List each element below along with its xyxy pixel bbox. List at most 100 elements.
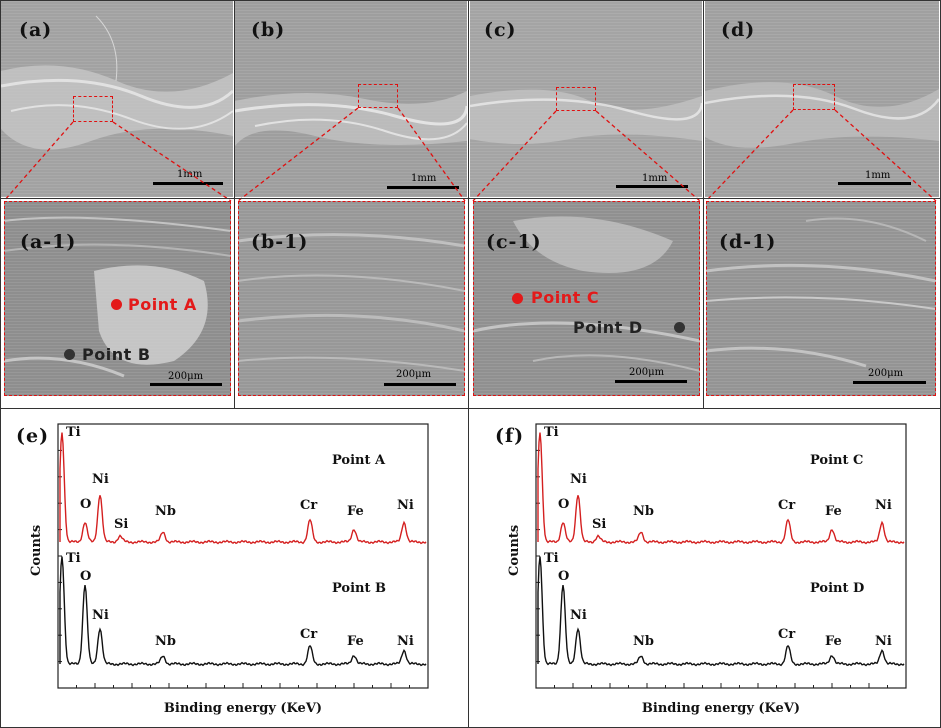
peak-label: Cr <box>778 627 795 642</box>
sem-image-c1 <box>473 201 700 396</box>
spectrum-trace-bottom <box>537 556 905 667</box>
peak-label: Ti <box>66 551 81 566</box>
peak-label: Cr <box>778 498 795 513</box>
peak-label: Nb <box>155 504 176 519</box>
scale-bar-a1 <box>150 383 222 386</box>
point-d-marker <box>674 322 685 333</box>
peak-label: Si <box>592 517 606 532</box>
y-axis-title: Counts <box>507 525 522 576</box>
panel-label-c: (c) <box>484 19 517 41</box>
peak-label: Ni <box>397 634 414 649</box>
series-name-bottom: Point B <box>332 581 386 596</box>
peak-label: Cr <box>300 627 317 642</box>
scale-text-a: 1mm <box>177 169 203 180</box>
peak-label: Ti <box>544 551 559 566</box>
sem-panel-d1: (d-1) 200μm <box>706 201 936 396</box>
panel-label-f: (f) <box>495 425 525 447</box>
point-b-label: Point B <box>82 345 151 364</box>
scale-text-b: 1mm <box>411 173 437 184</box>
point-c-marker <box>512 293 523 304</box>
peak-label: Cr <box>300 498 317 513</box>
scale-text-d1: 200μm <box>868 368 904 379</box>
panel-label-b: (b) <box>251 19 286 41</box>
peak-label: O <box>80 497 91 512</box>
peak-label: Ni <box>570 472 587 487</box>
scale-bar-a <box>153 182 223 185</box>
panel-label-b1: (b-1) <box>251 231 309 253</box>
peak-label: Si <box>114 517 128 532</box>
peak-label: Ni <box>92 472 109 487</box>
zoom-region-c <box>556 87 596 111</box>
separator-vertical-3 <box>703 1 704 409</box>
scale-bar-d <box>838 182 911 185</box>
peak-label: O <box>558 497 569 512</box>
peak-label: Nb <box>155 634 176 649</box>
peak-label: Ni <box>875 634 892 649</box>
peak-label: Fe <box>825 634 842 649</box>
y-axis-title: Counts <box>29 525 44 576</box>
peak-label: Fe <box>347 504 364 519</box>
scale-text-a1: 200μm <box>168 371 204 382</box>
spectrum-trace-top <box>59 432 427 545</box>
peak-label: Ni <box>92 608 109 623</box>
scale-text-d: 1mm <box>865 170 891 181</box>
separator-horizontal-1 <box>1 198 940 199</box>
scale-bar-c1 <box>615 380 687 383</box>
peak-label: Ti <box>544 425 559 440</box>
series-name-top: Point C <box>810 453 863 468</box>
separator-vertical-1 <box>234 1 235 409</box>
sem-panel-b: (b) 1mm <box>235 1 467 197</box>
peak-label: Ti <box>66 425 81 440</box>
scale-text-c: 1mm <box>642 173 668 184</box>
point-b-marker <box>64 349 75 360</box>
x-axis-title: Binding energy (KeV) <box>642 701 800 716</box>
zoom-frame-d1 <box>706 201 936 396</box>
scale-bar-b <box>387 186 459 189</box>
separator-horizontal-2 <box>1 408 940 409</box>
scale-bar-d1 <box>853 381 926 384</box>
peak-label: Nb <box>633 634 654 649</box>
spectrum-trace-bottom <box>59 556 427 667</box>
panel-label-d: (d) <box>721 19 756 41</box>
peak-label: O <box>558 569 569 584</box>
scale-bar-c <box>616 185 688 188</box>
peak-label: Fe <box>347 634 364 649</box>
x-axis-title: Binding energy (KeV) <box>164 701 322 716</box>
point-d-label: Point D <box>573 318 643 337</box>
peak-label: Nb <box>633 504 654 519</box>
sem-panel-c1: (c-1) Point C Point D 200μm <box>473 201 700 396</box>
scale-text-b1: 200μm <box>396 369 432 380</box>
series-name-top: Point A <box>332 453 386 468</box>
scale-bar-b1 <box>384 383 456 386</box>
panel-label-a1: (a-1) <box>20 231 77 253</box>
zoom-frame-c1 <box>473 201 700 396</box>
zoom-region-a <box>73 96 113 122</box>
peak-label: Ni <box>397 498 414 513</box>
separator-vertical-2 <box>468 1 469 727</box>
panel-label-e: (e) <box>16 425 50 447</box>
scale-text-c1: 200μm <box>629 367 665 378</box>
sem-panel-d: (d) 1mm <box>705 1 939 197</box>
point-a-marker <box>111 299 122 310</box>
sem-panel-c: (c) 1mm <box>470 1 702 197</box>
sem-image-b1 <box>238 201 465 396</box>
peak-label: Ni <box>875 498 892 513</box>
peak-label: O <box>80 569 91 584</box>
zoom-region-d <box>793 84 835 110</box>
sem-panel-a: (a) 1mm <box>1 1 233 197</box>
sem-image-d1 <box>706 201 936 396</box>
peak-label: Ni <box>570 608 587 623</box>
panel-label-d1: (d-1) <box>719 231 777 253</box>
peak-label: Fe <box>825 504 842 519</box>
point-c-label: Point C <box>531 288 600 307</box>
series-name-bottom: Point D <box>810 581 864 596</box>
sem-panel-b1: (b-1) 200μm <box>238 201 465 396</box>
panel-label-c1: (c-1) <box>486 231 542 253</box>
panel-label-a: (a) <box>19 19 53 41</box>
zoom-region-b <box>358 84 398 108</box>
sem-panel-a1: (a-1) Point A Point B 200μm <box>4 201 231 396</box>
spectrum-trace-top <box>537 432 905 545</box>
sem-image-a1 <box>4 201 231 396</box>
